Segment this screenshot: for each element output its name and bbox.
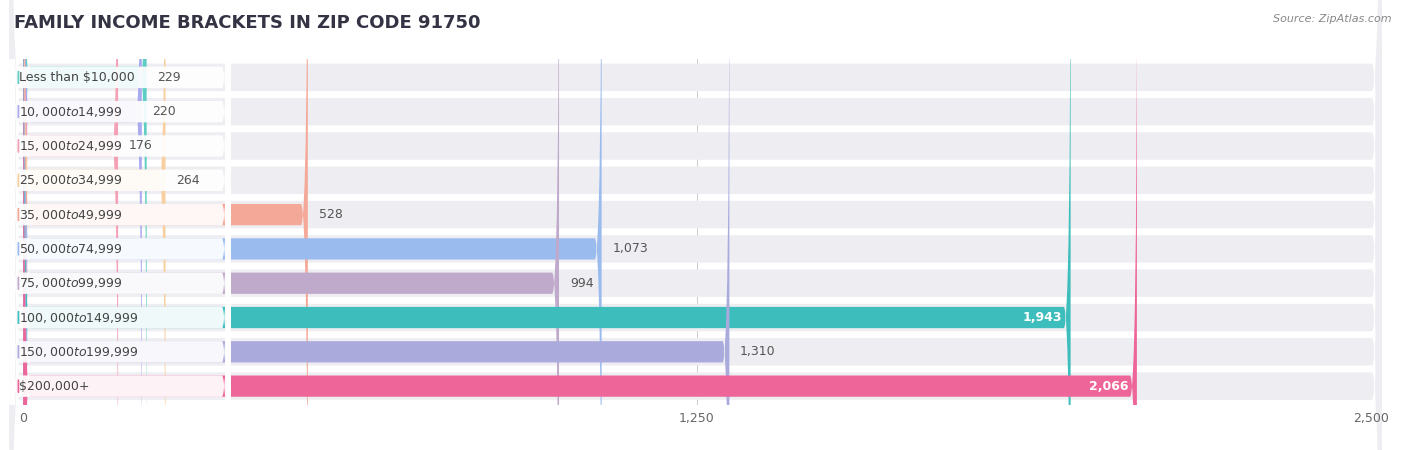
FancyBboxPatch shape bbox=[10, 0, 1382, 450]
Text: $10,000 to $14,999: $10,000 to $14,999 bbox=[18, 105, 122, 119]
FancyBboxPatch shape bbox=[24, 0, 560, 450]
Text: 220: 220 bbox=[153, 105, 176, 118]
Text: 176: 176 bbox=[129, 140, 153, 153]
FancyBboxPatch shape bbox=[24, 0, 166, 450]
Text: 528: 528 bbox=[319, 208, 343, 221]
FancyBboxPatch shape bbox=[10, 0, 1382, 450]
FancyBboxPatch shape bbox=[10, 0, 1382, 450]
FancyBboxPatch shape bbox=[10, 0, 231, 450]
Text: $100,000 to $149,999: $100,000 to $149,999 bbox=[18, 310, 138, 324]
FancyBboxPatch shape bbox=[10, 0, 1382, 450]
FancyBboxPatch shape bbox=[10, 0, 1382, 450]
Text: $50,000 to $74,999: $50,000 to $74,999 bbox=[18, 242, 122, 256]
FancyBboxPatch shape bbox=[24, 0, 142, 450]
FancyBboxPatch shape bbox=[10, 0, 231, 450]
Text: 264: 264 bbox=[176, 174, 200, 187]
Text: 1,943: 1,943 bbox=[1024, 311, 1063, 324]
FancyBboxPatch shape bbox=[10, 0, 231, 450]
FancyBboxPatch shape bbox=[10, 0, 1382, 450]
Text: 994: 994 bbox=[569, 277, 593, 290]
FancyBboxPatch shape bbox=[10, 0, 1382, 450]
Text: $75,000 to $99,999: $75,000 to $99,999 bbox=[18, 276, 122, 290]
Text: $200,000+: $200,000+ bbox=[18, 380, 89, 393]
FancyBboxPatch shape bbox=[24, 0, 1137, 450]
FancyBboxPatch shape bbox=[24, 0, 118, 450]
FancyBboxPatch shape bbox=[10, 0, 1382, 450]
Text: Source: ZipAtlas.com: Source: ZipAtlas.com bbox=[1274, 14, 1392, 23]
Text: $25,000 to $34,999: $25,000 to $34,999 bbox=[18, 173, 122, 187]
FancyBboxPatch shape bbox=[24, 0, 1070, 450]
Text: $15,000 to $24,999: $15,000 to $24,999 bbox=[18, 139, 122, 153]
Text: FAMILY INCOME BRACKETS IN ZIP CODE 91750: FAMILY INCOME BRACKETS IN ZIP CODE 91750 bbox=[14, 14, 481, 32]
FancyBboxPatch shape bbox=[10, 0, 231, 450]
Text: 1,073: 1,073 bbox=[613, 243, 648, 256]
FancyBboxPatch shape bbox=[10, 0, 231, 450]
Text: $150,000 to $199,999: $150,000 to $199,999 bbox=[18, 345, 138, 359]
Text: 2,066: 2,066 bbox=[1090, 380, 1129, 393]
Text: Less than $10,000: Less than $10,000 bbox=[18, 71, 135, 84]
FancyBboxPatch shape bbox=[24, 0, 730, 450]
FancyBboxPatch shape bbox=[10, 0, 1382, 450]
FancyBboxPatch shape bbox=[10, 0, 231, 450]
FancyBboxPatch shape bbox=[10, 0, 231, 450]
FancyBboxPatch shape bbox=[10, 0, 231, 450]
Text: 1,310: 1,310 bbox=[740, 345, 776, 358]
Text: $35,000 to $49,999: $35,000 to $49,999 bbox=[18, 207, 122, 221]
FancyBboxPatch shape bbox=[10, 0, 231, 450]
FancyBboxPatch shape bbox=[10, 0, 231, 450]
FancyBboxPatch shape bbox=[24, 0, 308, 450]
FancyBboxPatch shape bbox=[10, 0, 1382, 450]
Text: 229: 229 bbox=[157, 71, 181, 84]
FancyBboxPatch shape bbox=[24, 0, 602, 450]
FancyBboxPatch shape bbox=[24, 0, 146, 450]
